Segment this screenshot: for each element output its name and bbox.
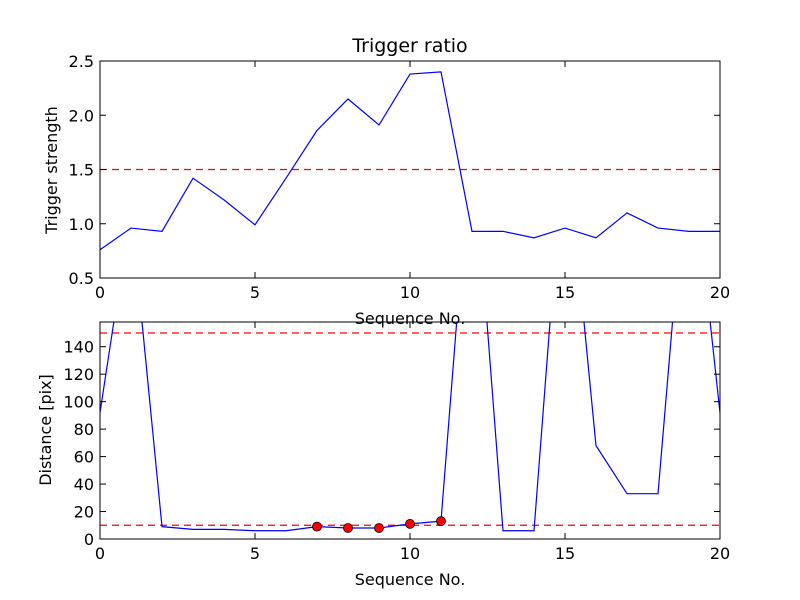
top-plot-series-line — [100, 71, 720, 251]
top-plot-x-tick-label: 20 — [710, 283, 730, 302]
top-plot-y-tick-label: 1.0 — [69, 215, 94, 234]
top-plot: 0 5 10 15 20 0.5 1.0 1.5 2.0 2.5 Sequence No. Tri… — [42, 52, 730, 328]
bottom-plot-x-tick-label: 20 — [710, 544, 730, 563]
bottom-plot-y-tick-label: 140 — [63, 338, 94, 357]
chart-title: Trigger ratio — [351, 35, 467, 57]
bottom-plot-marker-point — [312, 521, 322, 532]
bottom-plot-marker-point — [436, 516, 446, 527]
top-plot-x-tick-label: 10 — [400, 283, 420, 302]
top-plot-y-tick-label: 2.0 — [69, 106, 94, 125]
bottom-plot-series — [100, 322, 720, 533]
bottom-plot-marker-point — [405, 518, 415, 529]
bottom-plot-x-tick-label: 15 — [555, 544, 575, 563]
top-plot-x-tick-label: 0 — [95, 283, 105, 302]
bottom-x-axis-label: Sequence No. — [355, 570, 466, 589]
bottom-plot-y-tick-label: 20 — [74, 503, 94, 522]
bottom-y-axis-label: Distance [pix] — [36, 374, 55, 486]
top-plot-y-tick-label: 1.5 — [69, 161, 94, 180]
top-x-axis-label: Sequence No. — [355, 309, 466, 328]
bottom-plot-ticks: 0 5 10 15 20 0 20 40 60 80 100 120 140 — [63, 322, 730, 563]
bottom-plot-x-tick-label: 0 — [95, 544, 105, 563]
top-plot-y-tick-label: 0.5 — [69, 269, 94, 288]
top-y-axis-label: Trigger strength — [42, 106, 61, 235]
top-plot-ticks: 0 5 10 15 20 0.5 1.0 1.5 2.0 2.5 — [69, 52, 731, 302]
bottom-plot-x-tick-label: 5 — [250, 544, 260, 563]
top-plot-series — [100, 71, 720, 251]
bottom-plot-marker-point — [343, 523, 353, 533]
bottom-plot-x-tick-label: 10 — [400, 544, 420, 563]
bottom-plot-y-tick-label: 120 — [63, 365, 94, 384]
bottom-plot-y-tick-label: 80 — [74, 420, 94, 439]
top-plot-y-tick-label: 2.5 — [69, 52, 94, 71]
bottom-plot-y-tick-label: 60 — [74, 448, 94, 467]
bottom-plot-y-tick-label: 100 — [63, 393, 94, 412]
top-plot-x-tick-label: 5 — [250, 283, 260, 302]
bottom-plot-y-tick-label: 40 — [74, 475, 94, 494]
bottom-plot-y-tick-label: 0 — [84, 530, 94, 549]
bottom-plot-marker-point — [374, 523, 384, 533]
top-plot-x-tick-label: 15 — [555, 283, 575, 302]
